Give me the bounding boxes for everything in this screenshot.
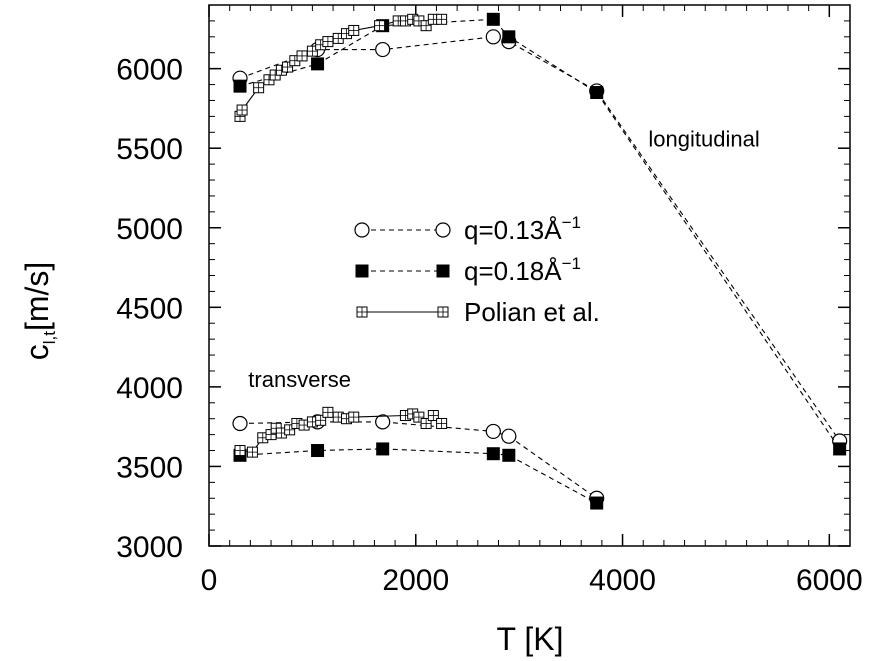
data-point-open-square	[234, 445, 246, 457]
y-tick-label: 4000	[116, 372, 183, 405]
y-axis-title-main: c	[19, 344, 55, 360]
legend-label: q=0.18Å−1	[464, 254, 581, 286]
legend-label: q=0.13Å−1	[464, 213, 581, 245]
data-point-filled-square	[833, 442, 847, 456]
x-tick-label: 4000	[589, 564, 656, 597]
legend-label-main: Polian et al.	[464, 297, 600, 327]
major-ticks	[208, 5, 850, 547]
data-point-filled-square	[355, 264, 369, 278]
x-tick-labels: 0 2000 4000 6000	[201, 564, 863, 597]
legend-label-sup: −1	[562, 254, 581, 273]
series-line	[239, 448, 597, 504]
y-tick-label: 5500	[116, 133, 183, 166]
y-tick-label: 3500	[116, 451, 183, 484]
annotation-longitudinal: longitudinal	[648, 127, 759, 152]
data-point-open-square	[322, 406, 334, 418]
series-transverse-open-square-plus	[234, 406, 448, 458]
annotation-layer: longitudinal transverse	[248, 127, 759, 392]
data-point-filled-square	[311, 57, 325, 71]
legend-label-main: q=0.13Å	[464, 215, 562, 245]
data-point-open-square	[348, 24, 360, 36]
data-point-open-square	[306, 45, 318, 57]
legend-item: q=0.18Å−1	[355, 254, 581, 286]
data-point-open-square	[374, 20, 386, 32]
data-point-open-circle	[375, 414, 391, 430]
data-point-open-square	[437, 306, 449, 318]
data-point-open-square	[246, 446, 258, 458]
data-point-open-square	[356, 306, 368, 318]
y-tick-label: 4500	[116, 292, 183, 325]
x-tick-label: 6000	[796, 564, 863, 597]
legend-label-sup: −1	[562, 213, 581, 232]
data-point-open-square	[420, 20, 432, 32]
data-point-filled-square	[502, 30, 516, 44]
legend-item: Polian et al.	[356, 297, 600, 327]
data-point-open-circle	[485, 423, 501, 440]
data-point-filled-square	[502, 448, 516, 462]
data-point-filled-square	[486, 12, 500, 26]
y-axis-title-sub: l,t	[40, 331, 59, 345]
data-point-filled-square	[311, 444, 325, 458]
y-tick-labels: 3000 3500 4000 4500 5000 5500 6000	[116, 54, 183, 564]
data-point-open-square	[322, 36, 334, 48]
data-point-open-square	[427, 410, 439, 422]
data-point-open-circle	[375, 41, 391, 58]
y-tick-label: 5000	[116, 213, 183, 246]
data-point-open-square	[236, 104, 248, 116]
data-point-open-circle	[501, 428, 517, 444]
data-point-open-square	[436, 13, 448, 25]
data-point-open-square	[284, 424, 296, 436]
series-transverse-filled-square	[233, 442, 604, 510]
annotation-transverse: transverse	[248, 367, 351, 392]
y-tick-label: 3000	[116, 531, 183, 564]
data-point-open-square	[348, 411, 360, 423]
data-point-open-square	[296, 50, 308, 62]
data-point-filled-square	[436, 264, 450, 278]
data-point-filled-square	[590, 86, 604, 100]
x-tick-label: 0	[201, 564, 218, 597]
data-point-open-square	[413, 411, 425, 423]
y-tick-label: 6000	[116, 54, 183, 87]
data-point-open-circle	[435, 222, 451, 238]
series-longitudinal-open-square-plus	[234, 13, 448, 122]
data-point-filled-square	[376, 442, 390, 456]
legend-item: q=0.13Å−1	[354, 213, 581, 245]
legend-label: Polian et al.	[464, 297, 600, 327]
data-point-open-square	[253, 82, 265, 94]
x-axis-title: T [K]	[497, 621, 564, 657]
data-point-open-square	[436, 417, 448, 429]
data-point-filled-square	[486, 447, 500, 461]
data-point-filled-square	[590, 496, 604, 510]
data-point-open-circle	[232, 415, 248, 432]
data-point-open-circle	[485, 29, 501, 45]
series-layer	[232, 12, 848, 510]
legend-label-main: q=0.18Å	[464, 256, 562, 286]
y-axis-title: cl,t[m/s]	[19, 262, 59, 361]
y-axis-title-units: [m/s]	[19, 262, 55, 331]
data-point-open-square	[420, 417, 432, 429]
data-point-open-square	[315, 414, 327, 426]
data-point-filled-square	[233, 79, 247, 93]
data-point-open-circle	[354, 222, 370, 238]
data-point-open-square	[282, 61, 294, 73]
x-tick-label: 2000	[382, 564, 449, 597]
